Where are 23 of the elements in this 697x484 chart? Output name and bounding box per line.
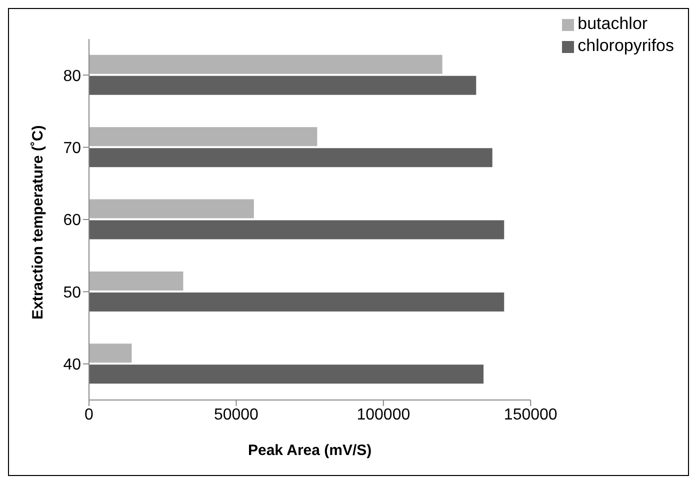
legend-label: butachlor (578, 14, 648, 33)
bar (89, 292, 504, 312)
x-tick-label: 50000 (214, 406, 259, 424)
bar (89, 344, 132, 363)
bar (89, 364, 484, 384)
y-tick-label: 50 (63, 284, 82, 302)
x-axis-title: Peak Area (mV/S) (248, 442, 372, 459)
bar (89, 199, 254, 218)
bar (89, 127, 318, 146)
legend-label: chloropyrifos (578, 36, 674, 55)
bar (89, 148, 492, 168)
bar (89, 76, 476, 95)
bar (89, 271, 184, 290)
x-tick-label: 0 (84, 406, 94, 424)
x-tick-label: 150000 (504, 406, 558, 424)
x-tick-label: 100000 (356, 406, 410, 424)
y-tick-label: 70 (63, 140, 82, 157)
y-tick-label: 40 (63, 356, 82, 374)
y-axis-title: Extraction temperature (˚C) (29, 125, 46, 320)
y-tick-label: 80 (63, 68, 82, 85)
y-tick-label: 60 (63, 212, 82, 230)
bar (89, 220, 504, 240)
bar (89, 54, 442, 74)
